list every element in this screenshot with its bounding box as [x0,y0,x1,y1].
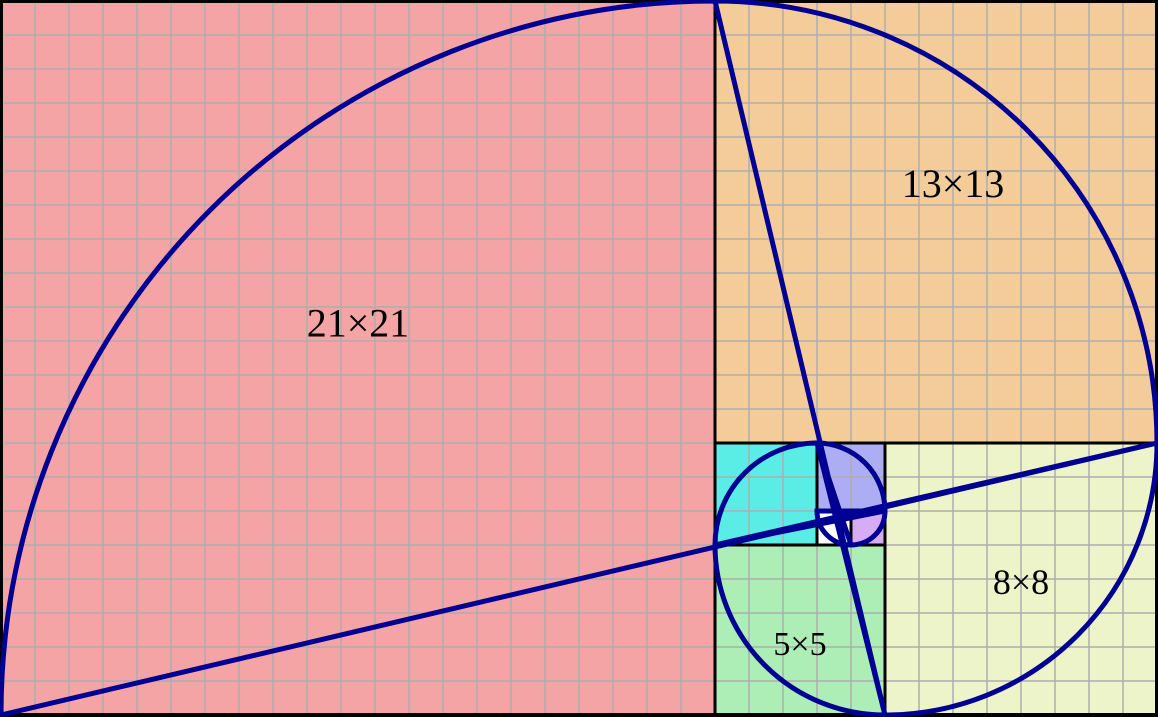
square-13 [715,1,1157,443]
label-21: 21×21 [307,301,410,346]
fibonacci-spiral-diagram: 21×21 13×13 8×8 5×5 [0,0,1158,717]
square-21 [1,1,715,715]
label-8: 8×8 [993,562,1049,602]
label-5: 5×5 [773,626,826,663]
fibonacci-svg: 21×21 13×13 8×8 5×5 [0,0,1158,717]
label-13: 13×13 [902,161,1005,206]
